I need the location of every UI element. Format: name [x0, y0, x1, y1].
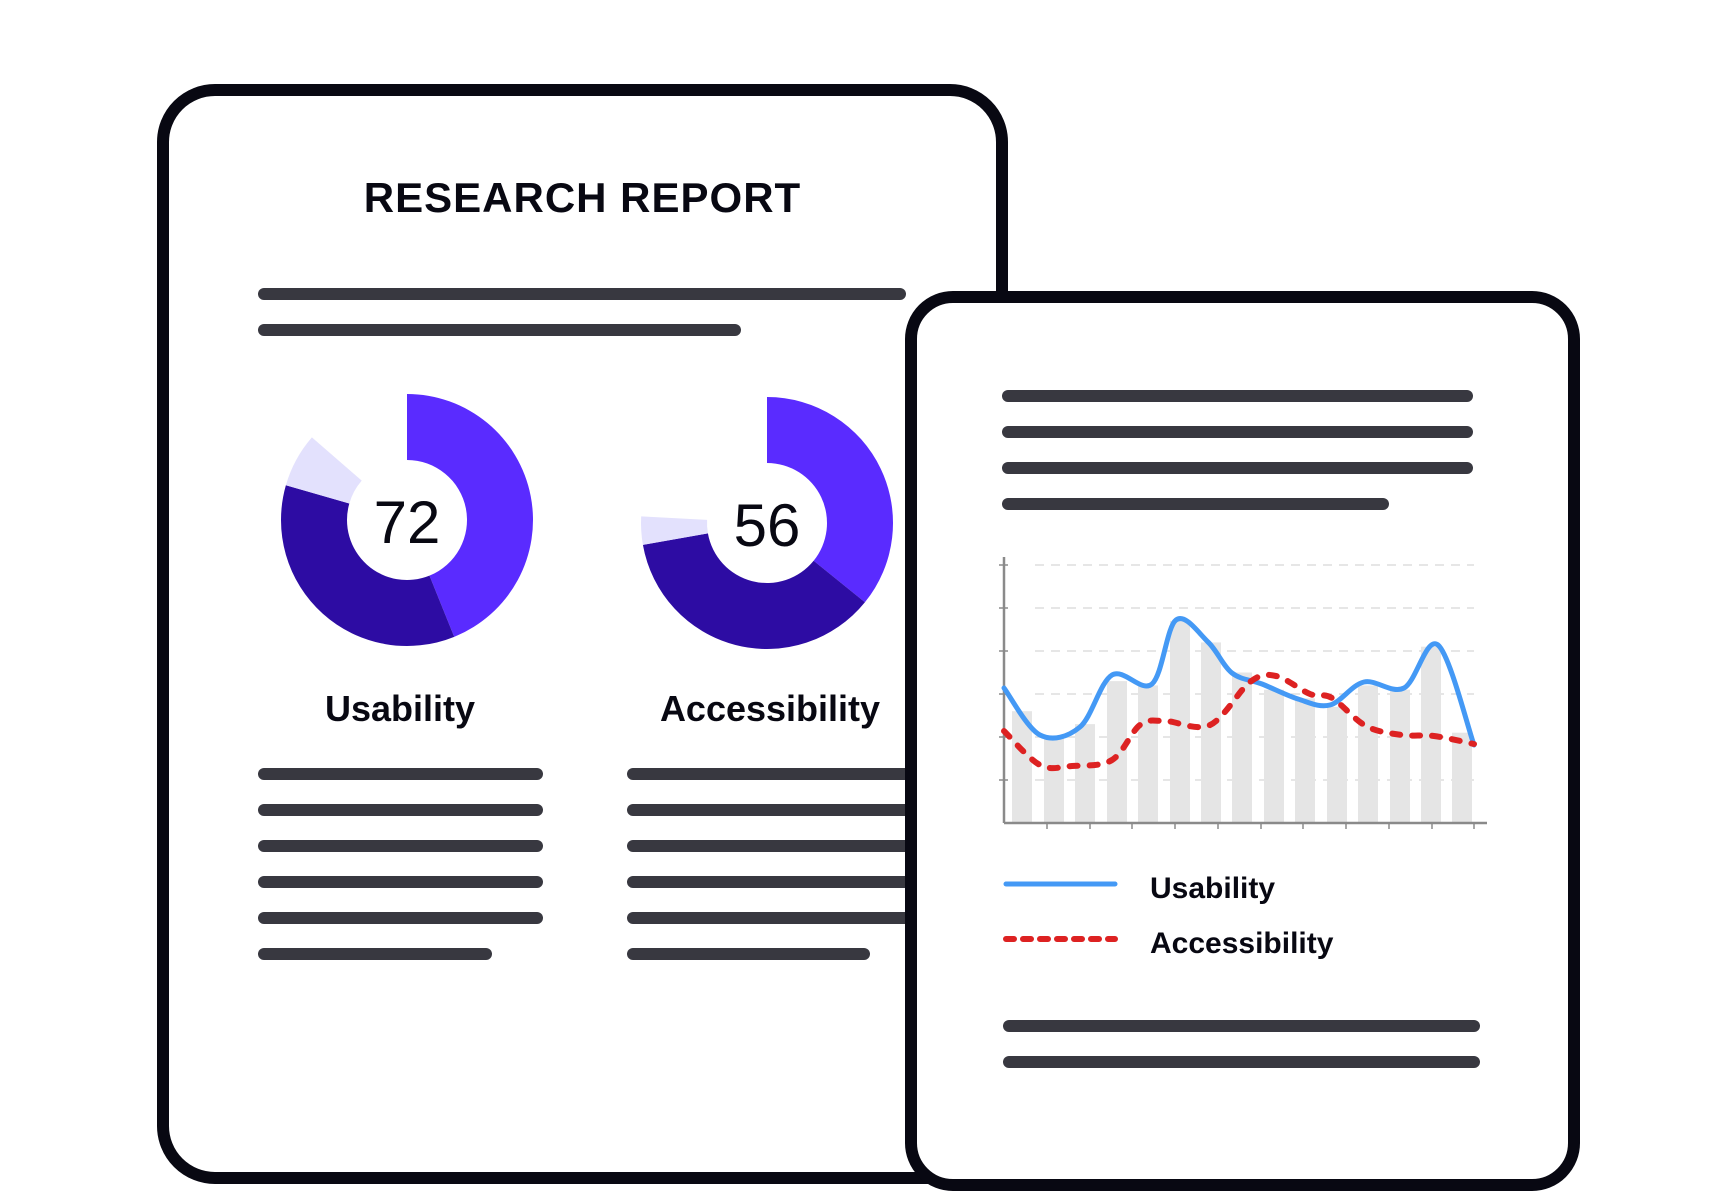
usability-score: 72	[373, 489, 441, 556]
text-line	[258, 768, 543, 780]
usability-donut-chart	[281, 394, 533, 646]
text-line	[1002, 390, 1473, 402]
donut-segment-secondary	[281, 485, 455, 646]
chart-bar	[1138, 685, 1158, 823]
text-line	[627, 876, 927, 888]
legend-accessibility-swatch-icon	[1003, 936, 1118, 942]
text-line	[258, 948, 492, 960]
accessibility-score: 56	[733, 492, 801, 559]
text-line	[1002, 498, 1389, 510]
chart-bar	[1327, 706, 1347, 823]
text-line	[258, 840, 543, 852]
donut-segment-light	[285, 437, 362, 504]
donut-segment-light	[641, 516, 708, 545]
text-line	[627, 840, 927, 852]
text-line	[627, 948, 870, 960]
chart-bar	[1390, 689, 1410, 823]
chart-bar	[1075, 724, 1095, 823]
chart-bar	[1107, 681, 1127, 823]
usability-label: Usability	[324, 688, 476, 729]
chart-bar	[1358, 685, 1378, 823]
text-line	[1002, 426, 1473, 438]
legend-usability-label: Usability	[1150, 872, 1276, 905]
text-line	[627, 804, 927, 816]
chart-bar	[1044, 737, 1064, 823]
legend-usability-swatch-icon	[1003, 881, 1118, 887]
chart-bar	[1452, 732, 1472, 823]
text-line	[258, 804, 543, 816]
chart-bar	[1264, 689, 1284, 823]
accessibility-donut-chart	[641, 397, 893, 649]
text-line	[258, 876, 543, 888]
text-line	[1003, 1020, 1480, 1032]
text-line	[627, 768, 927, 780]
report-title: RESEARCH REPORT	[363, 174, 802, 221]
trend-chart	[999, 557, 1487, 829]
text-line	[1002, 462, 1473, 474]
text-line	[1003, 1056, 1480, 1068]
text-line	[258, 324, 741, 336]
accessibility-label: Accessibility	[659, 688, 881, 729]
usability-line	[1001, 616, 1477, 748]
accessibility-line	[1001, 671, 1477, 772]
donut-segment-primary	[407, 394, 533, 637]
chart-bar	[1232, 672, 1252, 823]
chart-bar	[1012, 711, 1032, 823]
text-line	[258, 912, 543, 924]
chart-bar	[1295, 698, 1315, 823]
text-line	[627, 912, 927, 924]
legend-accessibility-label: Accessibility	[1150, 927, 1334, 960]
donut-segment-primary	[767, 397, 893, 603]
donut-segment-secondary	[642, 533, 865, 649]
chart-bar	[1201, 642, 1221, 823]
text-line	[258, 288, 906, 300]
